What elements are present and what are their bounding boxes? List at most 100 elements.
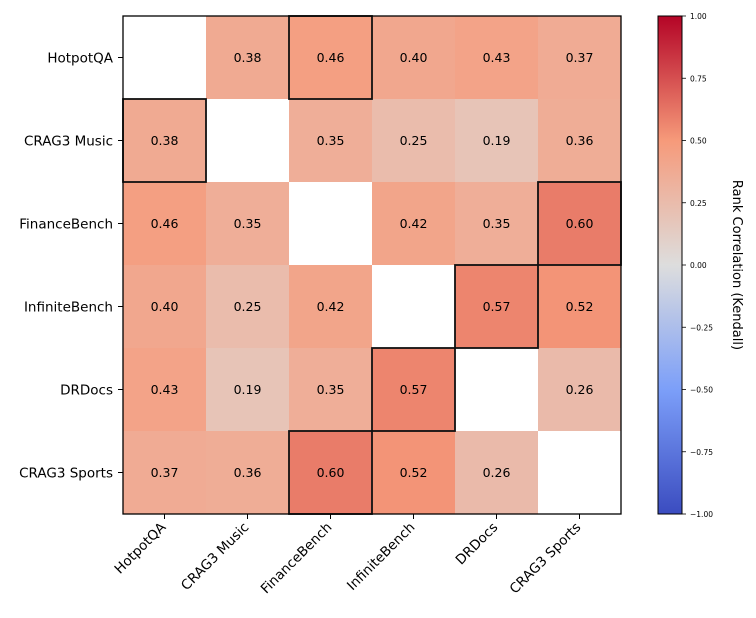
cell-value-label: 0.57 xyxy=(400,382,428,397)
plot-frame xyxy=(122,15,622,515)
cell-value-label: 0.35 xyxy=(317,133,345,148)
heatmap-cell xyxy=(538,348,622,432)
heatmap-cell xyxy=(206,182,290,266)
heatmap-cell xyxy=(289,182,373,266)
x-tick-label: DRDocs xyxy=(453,520,502,569)
heatmap-cell xyxy=(455,348,539,432)
colorbar: 1.00 0.75 0.50 0.25 0.00 −0.25 −0.50 −0.75 −1.00… xyxy=(657,12,744,519)
colorbar-tick-label: −0.50 xyxy=(690,386,713,395)
cell-value-label: 0.52 xyxy=(400,465,428,480)
heatmap-cell xyxy=(206,348,290,432)
heatmap-cell xyxy=(206,431,290,515)
cell-value-label: 0.26 xyxy=(483,465,511,480)
cell-value-label: 0.25 xyxy=(400,133,428,148)
colorbar-tick-label: 0.75 xyxy=(690,74,707,83)
cell-value-label: 0.35 xyxy=(483,216,511,231)
highlighted-cells xyxy=(122,15,622,515)
y-tick-label: HotpotQA xyxy=(47,51,113,67)
cell-value-label: 0.60 xyxy=(317,465,345,480)
cell-value-label: 0.19 xyxy=(483,133,511,148)
cell-value-label: 0.46 xyxy=(317,50,345,65)
heatmap-cell xyxy=(289,431,373,515)
heatmap-cell xyxy=(206,16,290,100)
cell-value-label: 0.38 xyxy=(151,133,179,148)
heatmap-cell xyxy=(372,431,456,515)
heatmap-cell xyxy=(538,431,622,515)
y-tick-label: CRAG3 Music xyxy=(24,134,113,150)
cell-value-label: 0.42 xyxy=(400,216,428,231)
heatmap-cell xyxy=(123,99,207,183)
cell-value-label: 0.37 xyxy=(151,465,179,480)
heatmap-cell xyxy=(289,99,373,183)
heatmap-cell xyxy=(289,348,373,432)
heatmap-cell xyxy=(538,265,622,349)
colorbar-tick-label: 0.00 xyxy=(690,261,707,270)
heatmap-cell xyxy=(123,348,207,432)
x-tick-label: HotpotQA xyxy=(112,519,170,577)
cell-value-label: 0.40 xyxy=(151,299,179,314)
highlight-border xyxy=(454,264,539,349)
heatmap-cell xyxy=(455,265,539,349)
colorbar-title: Rank Correlation (Kendall) xyxy=(729,180,744,350)
x-tick-label: CRAG3 Music xyxy=(178,520,252,594)
cell-value-label: 0.35 xyxy=(234,216,262,231)
cell-value-label: 0.43 xyxy=(151,382,179,397)
x-tick-label: InfiniteBench xyxy=(344,520,418,594)
heatmap-cell xyxy=(538,99,622,183)
heatmap-cell xyxy=(289,265,373,349)
heatmap-cell xyxy=(123,16,207,100)
cell-value-label: 0.36 xyxy=(234,465,262,480)
heatmap-cell xyxy=(455,99,539,183)
colorbar-ticks: 1.00 0.75 0.50 0.25 0.00 −0.25 −0.50 −0.75 −1.00 xyxy=(682,12,713,519)
cell-value-label: 0.25 xyxy=(234,299,262,314)
heatmap-cell xyxy=(455,431,539,515)
heatmap-cell xyxy=(123,431,207,515)
colorbar-tick-label: 0.50 xyxy=(690,137,707,146)
cell-value-label: 0.36 xyxy=(566,133,594,148)
heatmap-cell xyxy=(123,182,207,266)
heatmap-cell xyxy=(538,182,622,266)
cell-value-label: 0.38 xyxy=(234,50,262,65)
colorbar-tick-label: −0.75 xyxy=(690,448,713,457)
x-axis-ticks: HotpotQA CRAG3 Music FinanceBench InfiniteB… xyxy=(112,514,585,598)
colorbar-tick-label: −0.25 xyxy=(690,323,713,332)
cell-value-label: 0.19 xyxy=(234,382,262,397)
cell-value-label: 0.46 xyxy=(151,216,179,231)
cell-value-label: 0.37 xyxy=(566,50,594,65)
y-tick-label: InfiniteBench xyxy=(24,300,113,316)
heatmap-cell xyxy=(206,265,290,349)
heatmap-cell xyxy=(455,16,539,100)
heatmap-cell xyxy=(372,265,456,349)
colorbar-gradient xyxy=(657,15,683,515)
heatmap-cell xyxy=(538,16,622,100)
heatmap-cell xyxy=(289,16,373,100)
cell-value-label: 0.26 xyxy=(566,382,594,397)
x-tick-label: FinanceBench xyxy=(258,520,336,598)
cell-value-label: 0.35 xyxy=(317,382,345,397)
heatmap-cells xyxy=(123,16,622,515)
y-tick-label: FinanceBench xyxy=(19,217,113,233)
heatmap-cell xyxy=(372,16,456,100)
colorbar-tick-label: 1.00 xyxy=(690,12,707,21)
heatmap-cell xyxy=(372,182,456,266)
cell-value-label: 0.52 xyxy=(566,299,594,314)
colorbar-tick-label: −1.00 xyxy=(690,510,713,519)
heatmap-cell xyxy=(372,99,456,183)
colorbar-tick-label: 0.25 xyxy=(690,199,707,208)
heatmap-cell xyxy=(123,265,207,349)
heatmap-cell xyxy=(455,182,539,266)
cell-value-label: 0.43 xyxy=(483,50,511,65)
cell-value-label: 0.42 xyxy=(317,299,345,314)
y-tick-label: DRDocs xyxy=(60,383,113,399)
y-tick-label: CRAG3 Sports xyxy=(19,466,113,482)
y-axis-ticks: HotpotQA CRAG3 Music FinanceBench InfiniteB… xyxy=(19,51,123,482)
heatmap-cell xyxy=(206,99,290,183)
cell-value-label: 0.40 xyxy=(400,50,428,65)
heatmap-value-labels: 0.38 0.46 0.40 0.43 0.37 0.38 0.35 0.25 0.19 0.36… xyxy=(151,50,594,480)
heatmap-cell xyxy=(372,348,456,432)
highlight-border xyxy=(371,347,456,432)
cell-value-label: 0.60 xyxy=(566,216,594,231)
cell-value-label: 0.57 xyxy=(483,299,511,314)
x-tick-label: CRAG3 Sports xyxy=(507,520,585,598)
